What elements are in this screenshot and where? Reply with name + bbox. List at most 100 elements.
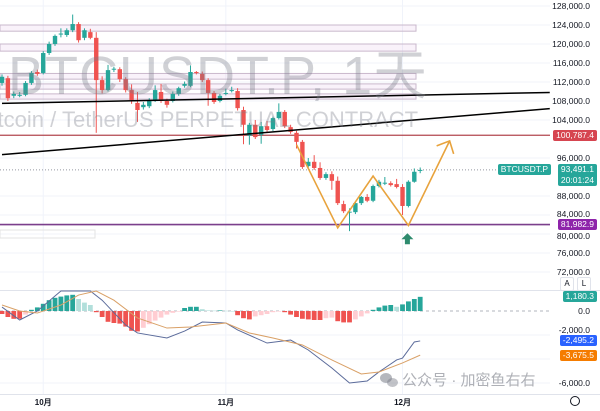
price-tick-label: 72,000.0 xyxy=(556,267,590,277)
price-tick-label: 80,000.0 xyxy=(556,230,590,241)
gear-icon[interactable] xyxy=(570,396,580,406)
price-level-tag: 81,982.9 xyxy=(557,219,597,231)
last-price-tag: 93,491.1 xyxy=(557,163,597,175)
candle-body xyxy=(412,171,417,182)
price-tick-label: 104,000.0 xyxy=(552,115,590,125)
macd-histogram-bar xyxy=(40,303,46,311)
candle xyxy=(253,120,258,139)
macd-histogram-bar xyxy=(358,311,364,317)
macd-histogram-bar xyxy=(329,311,335,318)
candle xyxy=(99,76,105,94)
auto-scale-button[interactable]: A xyxy=(560,277,574,291)
macd-histogram-bar xyxy=(123,311,129,327)
candle xyxy=(394,178,399,189)
candle xyxy=(288,124,293,134)
macd-histogram-bar xyxy=(311,311,317,320)
candle-body xyxy=(205,80,211,93)
candle-body xyxy=(158,91,164,101)
candle-body xyxy=(52,35,58,44)
candle xyxy=(205,78,211,106)
candle-body xyxy=(41,53,46,73)
candle xyxy=(241,106,246,145)
macd-histogram-bar xyxy=(146,311,152,325)
candle xyxy=(135,91,140,122)
candle xyxy=(382,177,388,186)
macd-histogram-bar xyxy=(52,297,58,311)
candle xyxy=(52,34,58,46)
candle-body xyxy=(176,88,181,94)
candle-body xyxy=(164,101,170,105)
candle xyxy=(282,110,287,129)
candle-body xyxy=(353,203,358,213)
price-tick-label: 76,000.0 xyxy=(556,248,590,258)
macd-value-tag: -2,495.2 xyxy=(559,335,597,347)
candle-body xyxy=(223,92,229,94)
macd-histogram-bar xyxy=(93,311,99,313)
macd-histogram-bar xyxy=(117,311,123,324)
candle-body xyxy=(29,72,34,83)
macd-histogram-bar xyxy=(217,310,223,311)
macd-histogram-bar xyxy=(252,311,258,317)
candle xyxy=(329,171,335,190)
macd-histogram-bar xyxy=(335,311,341,322)
candle-body xyxy=(388,183,393,186)
candle xyxy=(11,91,16,99)
macd-histogram-bar xyxy=(411,299,417,311)
candle-body xyxy=(282,111,287,127)
macd-histogram-bar xyxy=(323,311,329,319)
candle xyxy=(29,71,34,85)
macd-tick-label: -6,000.0 xyxy=(558,378,590,388)
candle-body xyxy=(211,92,217,102)
candle xyxy=(323,172,329,180)
up-arrow-icon xyxy=(401,233,414,245)
candle-body xyxy=(341,204,346,212)
time-axis-label: 10月 xyxy=(34,398,52,407)
candle-body xyxy=(105,70,111,91)
candle xyxy=(152,85,158,102)
candle-body xyxy=(276,111,282,119)
wechat-watermark: 公众号 · 加密鱼右右 xyxy=(380,372,536,390)
macd-histogram-bar xyxy=(294,311,299,317)
candle xyxy=(41,51,46,75)
price-zone xyxy=(0,43,417,52)
wechat-icon xyxy=(380,373,398,387)
macd-histogram-bar xyxy=(388,305,394,311)
macd-histogram-bar xyxy=(235,311,240,316)
candle xyxy=(317,162,323,180)
candle-body xyxy=(141,104,146,108)
macd-histogram-bar xyxy=(193,306,199,311)
candle xyxy=(264,120,270,132)
candle-body xyxy=(99,80,105,91)
candle-body xyxy=(400,186,405,206)
macd-histogram-bar xyxy=(299,311,305,319)
candle-body xyxy=(370,186,376,201)
candle xyxy=(105,64,111,92)
candle xyxy=(400,184,405,215)
macd-histogram-bar xyxy=(17,311,23,319)
macd-histogram-bar xyxy=(406,301,411,311)
candle-body xyxy=(152,90,158,101)
candle xyxy=(141,101,146,110)
macd-histogram-bar xyxy=(99,311,105,317)
candle-body xyxy=(258,126,264,135)
candle xyxy=(200,71,205,82)
bar-countdown-tag: 20:01:24 xyxy=(557,174,597,186)
candle-body xyxy=(335,180,340,204)
macd-histogram-bar xyxy=(282,311,288,313)
candle-body xyxy=(70,24,75,31)
macd-histogram-bar xyxy=(23,311,28,315)
candle-body xyxy=(359,196,364,204)
candle-body xyxy=(147,100,152,107)
wechat-account-text: 公众号 · 加密鱼右右 xyxy=(402,372,536,389)
candle-body xyxy=(311,161,317,168)
candle-body xyxy=(64,30,69,35)
candle-body xyxy=(5,78,11,99)
candle-body xyxy=(247,124,252,136)
candle-body xyxy=(35,72,40,74)
candle-body xyxy=(417,169,423,171)
candle xyxy=(370,184,376,203)
log-scale-button[interactable]: L xyxy=(577,277,591,291)
candle xyxy=(76,22,81,43)
candle xyxy=(35,69,40,76)
